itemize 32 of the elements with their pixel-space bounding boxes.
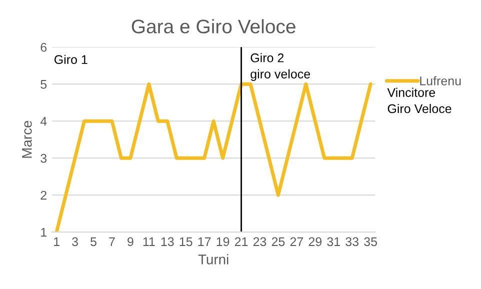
x-tick-label: 33: [346, 237, 358, 246]
x-tick-label: 27: [290, 237, 304, 246]
x-tick-label: 17: [198, 237, 211, 246]
x-tick-label: 11: [143, 237, 155, 246]
y-tick-label: 6: [40, 42, 47, 52]
x-tick-label: 15: [180, 237, 192, 246]
x-tick-label: 1: [54, 237, 60, 246]
x-tick-label: 19: [216, 237, 230, 246]
x-tick-label: 3: [72, 237, 78, 246]
text: Vincitore Giro Veloce: [387, 88, 452, 114]
annotation: Giro 1: [54, 54, 88, 64]
x-tick-label: 21: [234, 237, 248, 246]
chart-title: Gara e Giro Veloce: [132, 19, 296, 34]
y-tick-label: 1: [41, 228, 46, 237]
x-tick-label: 7: [109, 237, 115, 246]
y-axis-title: Marce: [22, 120, 32, 158]
y-tick-label: 5: [40, 80, 47, 89]
annotation: Giro 2 giro veloce: [250, 53, 310, 81]
x-tick-label: 5: [90, 237, 96, 246]
y-tick-label: 4: [40, 117, 47, 126]
x-tick-label: 25: [272, 237, 285, 246]
x-tick-label: 13: [161, 237, 174, 246]
x-axis-title: Turni: [198, 254, 228, 264]
x-tick-label: 23: [253, 237, 266, 246]
line-series: [54, 82, 372, 232]
x-tick-label: 35: [364, 237, 377, 246]
x-tick-label: 9: [128, 237, 134, 246]
x-tick-label: 29: [308, 237, 322, 246]
legend-label: Lufrenu: [420, 76, 461, 86]
x-tick-label: 31: [327, 237, 340, 246]
y-tick-label: 2: [40, 190, 46, 200]
y-tick-label: 3: [40, 154, 47, 163]
